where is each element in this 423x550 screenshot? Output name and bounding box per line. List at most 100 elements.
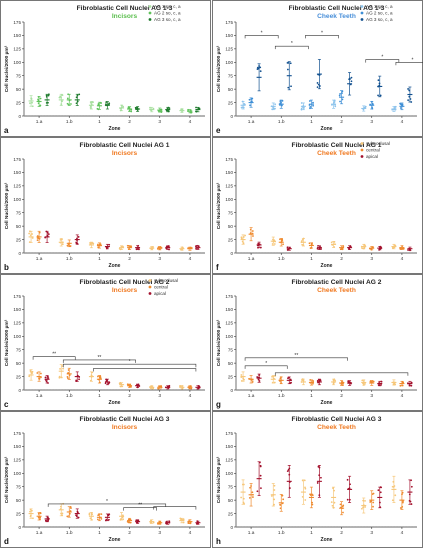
y-tick-label: 175	[225, 157, 233, 162]
panel-frame	[0, 137, 211, 274]
y-tick-label: 175	[225, 431, 233, 436]
data-point	[287, 61, 290, 64]
data-point	[300, 102, 303, 104]
legend-label: central	[366, 148, 380, 153]
x-tick-label: 4	[401, 119, 404, 125]
y-axis-label: Cell Nuclei/2000 µm²	[216, 182, 222, 229]
data-point	[31, 101, 33, 104]
data-point	[47, 516, 49, 519]
chart-subtitle: Incisors	[112, 13, 138, 20]
y-tick-label: 125	[13, 184, 21, 189]
data-point	[31, 105, 34, 108]
data-point	[392, 247, 394, 249]
data-point	[308, 100, 311, 102]
chart-subtitle: Incisors	[112, 150, 138, 157]
data-point	[126, 244, 129, 247]
x-tick-label: 3	[158, 393, 161, 399]
chart-subtitle: Cheek Teeth	[317, 287, 356, 294]
significance-bracket	[47, 503, 167, 507]
data-point	[333, 501, 336, 504]
x-tick-label: 2	[128, 393, 131, 399]
data-point	[259, 66, 262, 69]
data-point	[282, 498, 285, 501]
x-axis-label: Zone	[321, 126, 333, 132]
y-tick-label: 50	[16, 498, 22, 503]
data-point	[78, 378, 80, 381]
data-point	[346, 498, 349, 501]
y-tick-label: 0	[18, 251, 21, 256]
x-tick-label: 1	[310, 256, 313, 262]
data-point	[311, 503, 314, 506]
data-point	[304, 487, 307, 490]
y-tick-label: 150	[225, 307, 233, 312]
x-axis-label: Zone	[321, 537, 333, 543]
chart-panel-b: Fibroblastic Cell Nuclei AG 1Incisors025…	[0, 137, 211, 274]
data-point	[39, 104, 42, 107]
data-point	[274, 103, 277, 106]
data-point	[286, 470, 289, 473]
y-tick-label: 100	[13, 471, 21, 476]
significance-label: **	[294, 353, 298, 359]
x-tick-label: 1	[98, 530, 101, 536]
data-point	[31, 372, 33, 375]
data-point	[407, 99, 410, 102]
x-axis-label: Zone	[109, 537, 121, 543]
data-point	[48, 93, 50, 96]
data-point	[410, 485, 413, 488]
chart-title: Fibroblastic Cell Nuclei AG 2	[292, 279, 382, 286]
y-tick-label: 25	[228, 237, 234, 242]
data-point	[121, 514, 124, 517]
significance-label: *	[321, 30, 323, 36]
y-tick-label: 0	[18, 388, 21, 393]
x-tick-label: 2	[340, 256, 343, 262]
panel-letter: h	[216, 537, 221, 546]
data-point	[31, 509, 33, 512]
y-tick-label: 100	[225, 60, 233, 65]
x-tick-label: 2	[128, 256, 131, 262]
y-axis-label: Cell Nuclei/2000 µm²	[4, 319, 10, 366]
x-tick-label: 1.b	[278, 530, 285, 536]
data-point	[78, 93, 81, 96]
x-tick-label: 1.a	[248, 119, 255, 125]
y-tick-label: 150	[225, 170, 233, 175]
y-tick-label: 175	[13, 20, 21, 25]
data-point	[182, 518, 185, 521]
x-tick-label: 1	[310, 119, 313, 125]
data-point	[346, 478, 349, 481]
significance-bracket	[244, 35, 279, 39]
legend-label: central	[154, 285, 168, 290]
data-point	[31, 237, 34, 239]
panel-letter: b	[4, 263, 9, 272]
x-tick-label: 3	[158, 256, 161, 262]
y-tick-label: 125	[13, 47, 21, 52]
y-tick-label: 175	[225, 294, 233, 299]
data-point	[58, 376, 61, 379]
data-point	[257, 242, 260, 245]
data-point	[364, 499, 366, 502]
data-point	[273, 243, 276, 245]
data-point	[320, 476, 322, 479]
legend-marker	[360, 155, 364, 158]
data-point	[350, 76, 353, 79]
data-point	[342, 504, 345, 507]
data-point	[243, 378, 245, 381]
data-point	[45, 519, 47, 522]
data-point	[304, 499, 307, 501]
panel-letter: c	[4, 400, 9, 409]
x-tick-label: 1	[98, 393, 101, 399]
legend-label: AG 3 so, c, a	[154, 17, 181, 22]
y-tick-label: 75	[228, 348, 234, 353]
panel-frame	[0, 274, 211, 411]
x-tick-label: 4	[401, 530, 404, 536]
x-tick-label: 4	[189, 393, 192, 399]
data-point	[29, 102, 31, 105]
data-point	[317, 465, 320, 468]
data-point	[279, 100, 282, 102]
significance-label: *	[106, 499, 108, 505]
y-tick-label: 25	[228, 511, 234, 516]
x-tick-label: 4	[401, 393, 404, 399]
data-point	[66, 515, 69, 518]
chart-panel-d: Fibroblastic Cell Nuclei AG 3Incisors025…	[0, 411, 211, 548]
y-tick-label: 75	[228, 74, 234, 79]
